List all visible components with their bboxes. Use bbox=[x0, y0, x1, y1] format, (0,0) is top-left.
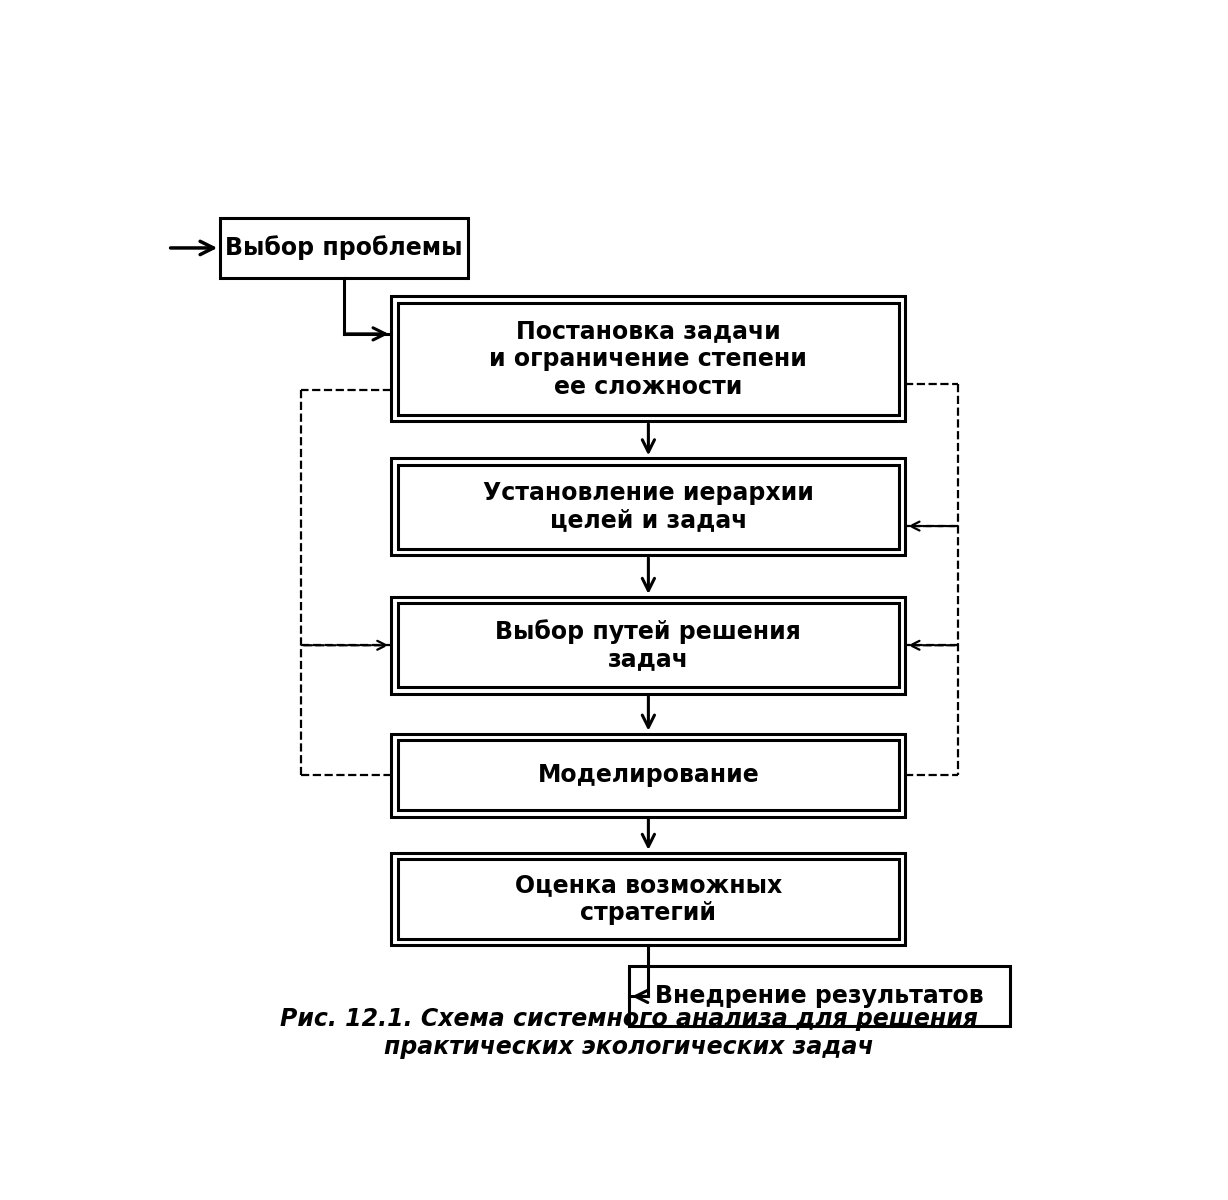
Text: Выбор проблемы: Выбор проблемы bbox=[225, 235, 463, 260]
FancyBboxPatch shape bbox=[398, 859, 899, 938]
Text: Моделирование: Моделирование bbox=[538, 763, 759, 787]
FancyBboxPatch shape bbox=[392, 733, 905, 817]
FancyBboxPatch shape bbox=[398, 604, 899, 688]
Text: Внедрение результатов: Внедрение результатов bbox=[656, 984, 984, 1008]
FancyBboxPatch shape bbox=[392, 853, 905, 946]
FancyBboxPatch shape bbox=[392, 296, 905, 421]
FancyBboxPatch shape bbox=[220, 218, 468, 278]
FancyBboxPatch shape bbox=[392, 596, 905, 694]
FancyBboxPatch shape bbox=[398, 740, 899, 810]
FancyBboxPatch shape bbox=[392, 458, 905, 556]
Text: Выбор путей решения
задач: Выбор путей решения задач bbox=[495, 619, 802, 672]
FancyBboxPatch shape bbox=[630, 966, 1011, 1026]
Text: Постановка задачи
и ограничение степени
ее сложности: Постановка задачи и ограничение степени … bbox=[490, 319, 807, 398]
Text: Рис. 12.1. Схема системного анализа для решения
практических экологических задач: Рис. 12.1. Схема системного анализа для … bbox=[280, 1007, 979, 1058]
FancyBboxPatch shape bbox=[398, 302, 899, 415]
Text: Установление иерархии
целей и задач: Установление иерархии целей и задач bbox=[483, 481, 814, 533]
Text: Оценка возможных
стратегий: Оценка возможных стратегий bbox=[515, 874, 782, 925]
FancyBboxPatch shape bbox=[398, 464, 899, 548]
